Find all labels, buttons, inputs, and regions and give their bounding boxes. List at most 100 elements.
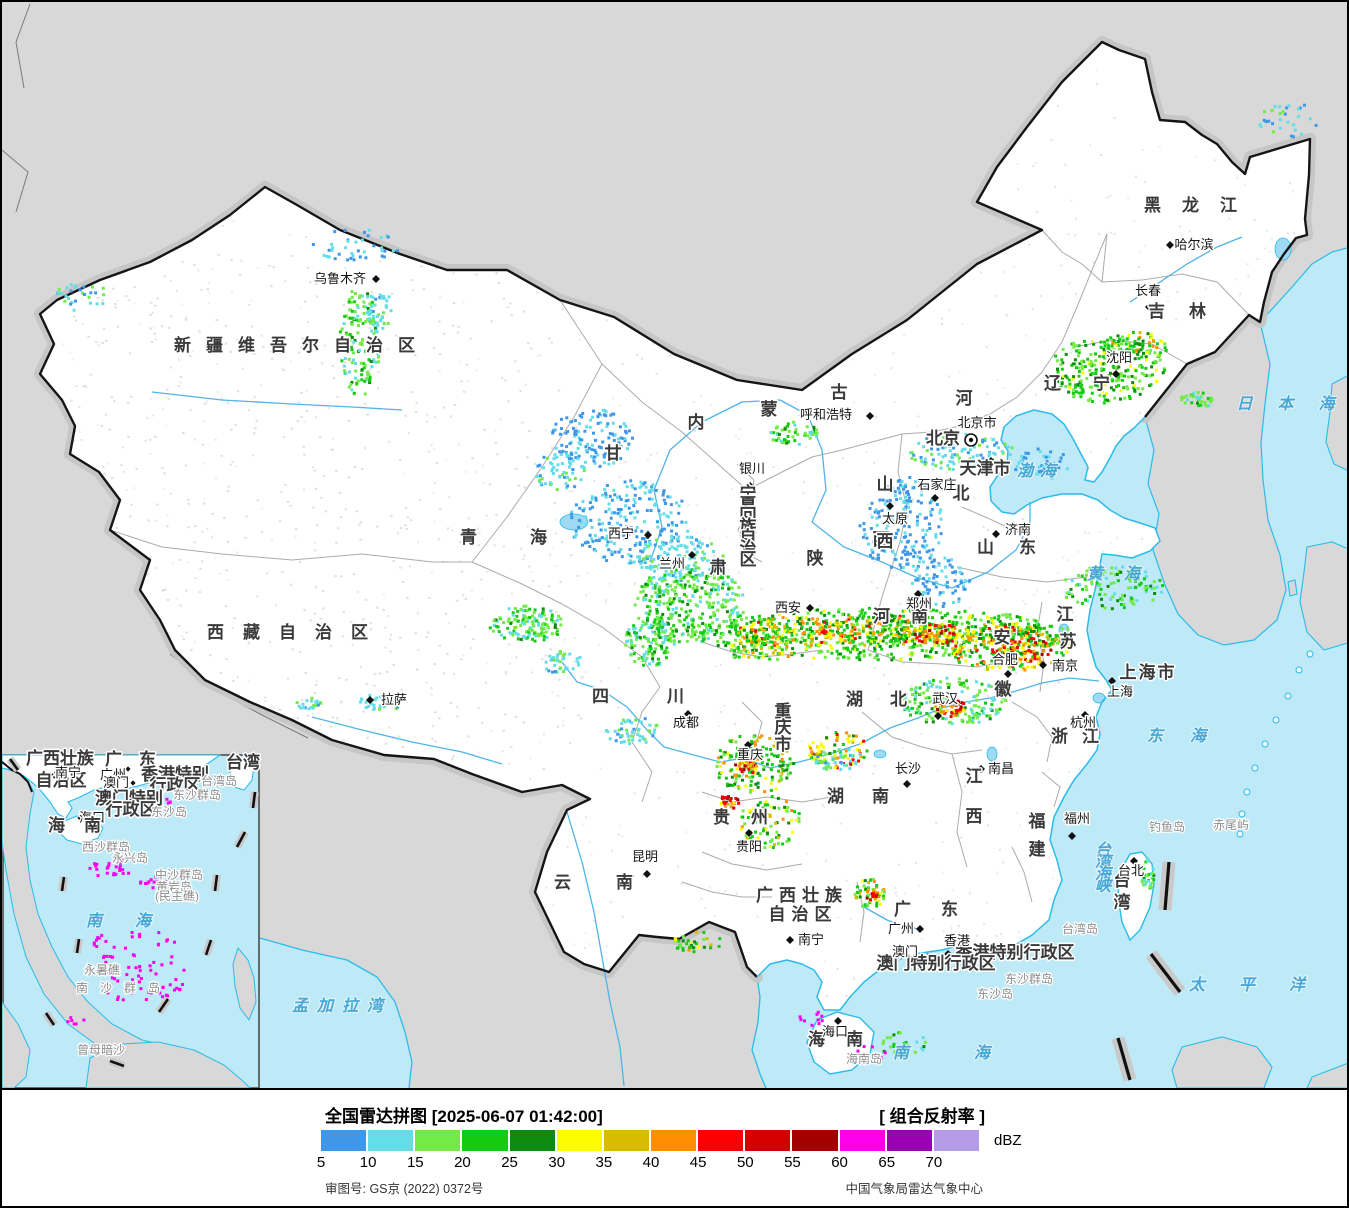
city-marker <box>1039 661 1047 669</box>
bengal-coastline <box>259 937 413 1088</box>
city-marker <box>688 551 696 559</box>
echo-cluster <box>367 293 393 333</box>
city-marker <box>834 1017 842 1025</box>
echo-cluster <box>715 734 796 794</box>
dbz-tick-15: 15 <box>406 1154 424 1171</box>
city-marker <box>1166 241 1174 249</box>
inset-frame <box>2 754 260 1088</box>
prov-label: 天津市 <box>960 458 1011 478</box>
ocean <box>752 248 1347 1088</box>
lake <box>873 749 887 759</box>
city-marker <box>1068 832 1076 840</box>
inset-dash <box>213 874 219 892</box>
echo-cluster <box>673 930 722 954</box>
prov-label: 广西壮族 <box>756 885 848 905</box>
inset-dash <box>8 758 20 771</box>
japan-island <box>1299 541 1347 651</box>
radar-echo-layer <box>56 103 1318 1060</box>
echo-cluster <box>821 612 943 648</box>
prov-label: 肃 <box>710 558 727 577</box>
isl-label: 黄岩岛 <box>156 879 192 894</box>
inset-dash <box>60 876 66 892</box>
foreign-border-line <box>2 149 29 213</box>
vietnam-coastline <box>751 976 767 1088</box>
city-label: 香港 <box>944 933 970 948</box>
echo-cluster <box>1180 391 1214 408</box>
city-marker <box>744 741 752 749</box>
prov-label: 四川 <box>592 687 742 706</box>
isl-label: 永暑礁 <box>84 962 120 977</box>
city-marker <box>786 936 794 944</box>
china-coastline <box>756 409 1161 1011</box>
city-marker <box>1004 670 1012 678</box>
echo-cluster <box>995 636 1053 663</box>
echo-cluster <box>865 888 878 903</box>
map-title: 全国雷达拼图 [2025-06-07 01:42:00] <box>325 1107 603 1126</box>
city-marker <box>916 925 924 933</box>
city-marker <box>643 870 651 878</box>
prov-label: 湖北 <box>846 690 934 709</box>
echo-cluster <box>719 795 741 810</box>
city-label: 西安 <box>775 600 801 615</box>
isl-label: 东沙岛 <box>977 986 1013 1001</box>
city-label: 济南 <box>1005 522 1031 537</box>
city-marker <box>1081 711 1089 719</box>
city-label: 台北 <box>1118 863 1144 878</box>
echo-cluster <box>66 1016 86 1026</box>
ryukyu-island <box>1251 764 1259 772</box>
city-label: 西宁 <box>608 526 634 541</box>
dbz-color-45 <box>698 1130 744 1151</box>
echo-cluster <box>1107 331 1168 363</box>
echo-cluster <box>165 797 172 805</box>
prov-label: 辽宁 <box>1044 373 1142 393</box>
city-label: 武汉 <box>932 691 958 706</box>
dbz-color-35 <box>603 1130 649 1151</box>
leader-line <box>978 462 990 473</box>
prov-label: 内 <box>688 412 705 432</box>
echo-cluster <box>853 878 886 908</box>
city-marker <box>1145 303 1153 311</box>
philippine-island <box>1306 1062 1347 1088</box>
prov-label: 新疆维吾尔自治区 <box>174 335 430 355</box>
ryukyu-island <box>1295 666 1303 674</box>
echo-cluster <box>1258 103 1318 139</box>
city-label: 石家庄 <box>917 477 956 492</box>
isl-label: 台湾岛 <box>1062 921 1098 936</box>
sea-label: 台湾海峡 <box>1095 841 1114 895</box>
capital-marker-dot <box>968 437 974 443</box>
echo-cluster <box>1140 857 1156 890</box>
city-label: 福州 <box>1064 811 1090 826</box>
city-marker <box>944 950 952 958</box>
dbz-tick-10: 10 <box>359 1154 377 1171</box>
isl-label: 中沙群岛 <box>155 867 203 882</box>
dbz-color-55 <box>792 1130 838 1151</box>
echo-cluster <box>295 696 323 711</box>
dbz-unit-label: dBZ <box>994 1132 1022 1149</box>
ryukyu-island <box>1261 740 1269 748</box>
dbz-tick-55: 55 <box>784 1154 801 1171</box>
prov-label: 云南 <box>554 872 678 892</box>
prov-label: 建 <box>1029 839 1046 859</box>
boundary-dash <box>1116 1037 1132 1081</box>
city-marker <box>866 412 874 420</box>
inset-dash <box>44 1012 56 1026</box>
sea-label: 渤海 <box>1017 462 1063 480</box>
city-label: 广州 <box>888 921 914 936</box>
prov-label: 市 <box>775 734 792 754</box>
prov-label: 福 <box>1028 811 1046 831</box>
prov-label: 江 <box>1057 605 1074 624</box>
city-label: 贵阳 <box>736 839 762 854</box>
echo-cluster <box>909 432 1014 471</box>
inset-dash <box>109 1059 125 1068</box>
ryukyu-island <box>1272 716 1280 724</box>
dbz-color-25 <box>509 1130 555 1151</box>
inset-city-marker <box>130 780 136 786</box>
city-marker <box>931 494 939 502</box>
city-label: 南京 <box>1052 658 1078 673</box>
isl-label: 东沙群岛 <box>173 787 221 802</box>
city-label: 广州 <box>100 767 126 782</box>
